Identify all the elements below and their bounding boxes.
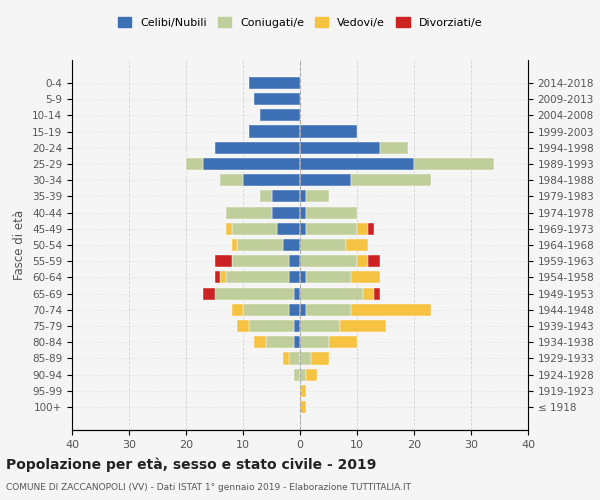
Bar [306, 272, 352, 283]
Bar [352, 304, 431, 316]
Bar [300, 222, 306, 235]
Bar [220, 174, 243, 186]
Bar [186, 158, 203, 170]
Bar [271, 206, 300, 218]
Bar [283, 352, 289, 364]
Bar [232, 304, 243, 316]
Bar [357, 222, 368, 235]
Bar [300, 142, 380, 154]
Bar [238, 320, 249, 332]
Bar [215, 288, 295, 300]
Bar [260, 109, 300, 122]
Bar [203, 158, 300, 170]
Bar [300, 352, 311, 364]
Y-axis label: Fasce di età: Fasce di età [13, 210, 26, 280]
Bar [295, 368, 300, 381]
Bar [289, 352, 300, 364]
Bar [300, 288, 362, 300]
Bar [352, 272, 380, 283]
Bar [300, 272, 306, 283]
Bar [254, 336, 266, 348]
Bar [260, 190, 271, 202]
Bar [352, 174, 431, 186]
Bar [289, 255, 300, 268]
Bar [295, 336, 300, 348]
Bar [306, 206, 357, 218]
Bar [300, 126, 357, 138]
Bar [300, 401, 306, 413]
Bar [232, 239, 238, 251]
Bar [357, 255, 368, 268]
Bar [329, 336, 357, 348]
Bar [300, 304, 306, 316]
Bar [203, 288, 215, 300]
Bar [368, 222, 374, 235]
Bar [374, 288, 380, 300]
Bar [300, 206, 306, 218]
Bar [243, 174, 300, 186]
Text: COMUNE DI ZACCANOPOLI (VV) - Dati ISTAT 1° gennaio 2019 - Elaborazione TUTTITALI: COMUNE DI ZACCANOPOLI (VV) - Dati ISTAT … [6, 482, 411, 492]
Bar [271, 190, 300, 202]
Bar [300, 320, 340, 332]
Bar [306, 190, 329, 202]
Bar [243, 304, 289, 316]
Bar [300, 174, 352, 186]
Bar [226, 222, 232, 235]
Bar [306, 222, 357, 235]
Bar [215, 255, 232, 268]
Bar [215, 142, 300, 154]
Bar [368, 255, 380, 268]
Bar [249, 320, 295, 332]
Bar [232, 255, 289, 268]
Bar [226, 272, 289, 283]
Bar [289, 304, 300, 316]
Bar [306, 304, 352, 316]
Bar [277, 222, 300, 235]
Legend: Celibi/Nubili, Coniugati/e, Vedovi/e, Divorziati/e: Celibi/Nubili, Coniugati/e, Vedovi/e, Di… [118, 18, 482, 28]
Bar [346, 239, 368, 251]
Bar [295, 320, 300, 332]
Bar [300, 336, 329, 348]
Bar [215, 272, 220, 283]
Bar [300, 385, 306, 397]
Bar [226, 206, 271, 218]
Bar [300, 239, 346, 251]
Bar [414, 158, 494, 170]
Bar [254, 93, 300, 105]
Bar [220, 272, 226, 283]
Bar [300, 255, 357, 268]
Bar [238, 239, 283, 251]
Bar [249, 126, 300, 138]
Bar [300, 158, 414, 170]
Text: Popolazione per età, sesso e stato civile - 2019: Popolazione per età, sesso e stato civil… [6, 458, 376, 472]
Bar [306, 368, 317, 381]
Bar [289, 272, 300, 283]
Bar [362, 288, 374, 300]
Bar [295, 288, 300, 300]
Bar [311, 352, 329, 364]
Bar [300, 190, 306, 202]
Bar [380, 142, 409, 154]
Bar [340, 320, 386, 332]
Bar [232, 222, 277, 235]
Bar [249, 77, 300, 89]
Bar [300, 368, 306, 381]
Bar [283, 239, 300, 251]
Bar [266, 336, 295, 348]
